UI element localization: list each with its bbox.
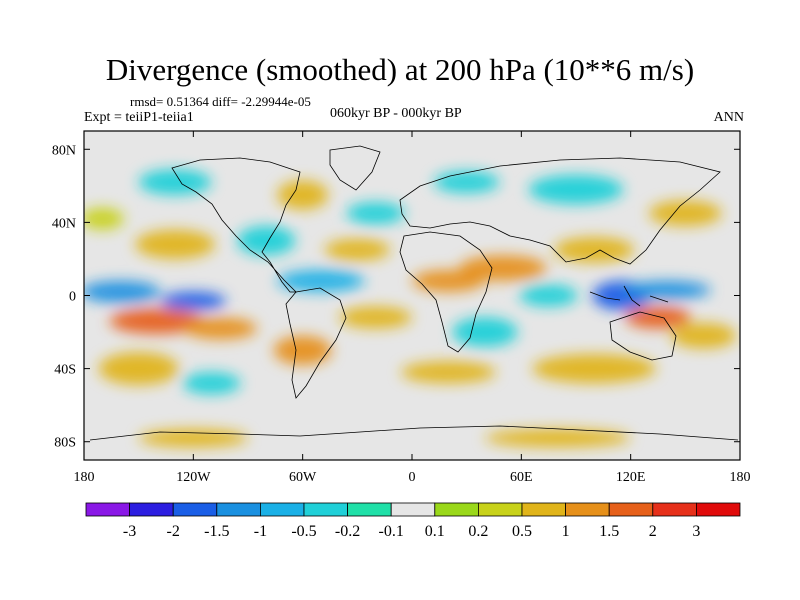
- divergence-region: [182, 372, 241, 395]
- divergence-region: [412, 269, 485, 292]
- divergence-region: [84, 207, 125, 230]
- x-tick-label: 180: [730, 470, 751, 485]
- colorbar-swatch: [390, 502, 436, 517]
- divergence-region: [98, 352, 179, 386]
- y-axis: 80N 40N 0 40S 80S: [52, 143, 740, 451]
- colorbar-label: -0.1: [379, 523, 404, 540]
- divergence-region: [528, 174, 624, 205]
- divergence-region: [135, 229, 216, 259]
- season-label: ANN: [713, 110, 744, 125]
- colorbar-swatch: [129, 502, 174, 517]
- divergence-region: [519, 284, 578, 307]
- colorbar-swatch: [521, 502, 566, 517]
- y-tick-label: 40N: [52, 216, 76, 231]
- divergence-region: [109, 308, 205, 334]
- divergence-region: [623, 280, 711, 300]
- coastlines: [89, 145, 739, 441]
- y-tick-label: 40S: [54, 363, 76, 378]
- colorbar-label: -1.5: [204, 523, 229, 540]
- divergence-region: [346, 202, 405, 225]
- y-tick-label: 80S: [54, 436, 76, 451]
- divergence-region: [648, 200, 722, 227]
- y-tick-label: 0: [69, 290, 76, 305]
- colorbar-swatch: [652, 502, 697, 517]
- colorbar-swatch: [172, 502, 218, 517]
- colorbar-label: -2: [167, 523, 180, 540]
- colorbar-label: 0.1: [425, 523, 445, 540]
- colorbar-label: -1: [254, 523, 267, 540]
- colorbar-label: 3: [692, 523, 700, 540]
- x-tick-label: 60W: [289, 470, 317, 485]
- divergence-region: [237, 226, 296, 256]
- colorbar-swatch: [434, 502, 479, 517]
- divergence-region: [277, 269, 365, 292]
- colorbar-swatch: [565, 502, 610, 517]
- colorbar-label: -3: [123, 523, 136, 540]
- divergence-region: [554, 237, 635, 263]
- colorbar-label: 0.2: [468, 523, 488, 540]
- y-tick-label: 80N: [52, 143, 76, 158]
- divergence-region: [339, 306, 412, 329]
- stats-text: rmsd= 0.51364 diff= -2.29944e-05: [130, 94, 311, 109]
- colorbar-swatch: [259, 502, 305, 517]
- colorbar-swatch: [85, 502, 130, 517]
- divergence-region: [138, 428, 248, 448]
- divergence-region: [401, 361, 496, 384]
- x-tick-label: 0: [409, 470, 416, 485]
- colorbar-label: -0.2: [335, 523, 360, 540]
- chart-title: Divergence (smoothed) at 200 hPa (10**6 …: [105, 52, 695, 87]
- divergence-region: [184, 317, 258, 340]
- x-axis: 180 120W 60W 0 60E 120E 180: [74, 131, 751, 485]
- colorbar-label: -0.5: [291, 523, 316, 540]
- colorbar-label: 0.5: [512, 523, 532, 540]
- colorbar-swatch: [608, 502, 654, 517]
- divergence-region: [277, 180, 329, 210]
- x-tick-label: 180: [74, 470, 95, 485]
- experiment-label: Expt = teiiP1-teiia1: [84, 110, 194, 125]
- divergence-field: [84, 169, 737, 448]
- divergence-region: [452, 317, 518, 347]
- divergence-region: [670, 322, 737, 349]
- divergence-region: [625, 306, 691, 329]
- colorbar-swatch: [303, 502, 348, 517]
- colorbar-label: 2: [649, 523, 657, 540]
- colorbar-swatch: [696, 502, 741, 517]
- x-tick-label: 60E: [510, 470, 533, 485]
- divergence-region: [532, 353, 657, 384]
- period-label: 060kyr BP - 000kyr BP: [330, 106, 462, 121]
- divergence-region: [273, 335, 332, 365]
- colorbar-swatch: [216, 502, 261, 517]
- x-tick-label: 120E: [616, 470, 646, 485]
- colorbar-swatch: [347, 502, 392, 517]
- divergence-region: [324, 238, 391, 261]
- colorbar: -3 -2 -1.5 -1 -0.5 -0.2 -0.1 0.1 0.2 0.5 1 1.5 2 3: [85, 502, 741, 540]
- divergence-region: [484, 428, 631, 448]
- divergence-region: [433, 171, 500, 194]
- divergence-region: [160, 291, 227, 311]
- divergence-region: [84, 280, 161, 303]
- colorbar-label: 1.5: [599, 523, 619, 540]
- divergence-region: [138, 169, 212, 195]
- x-tick-label: 120W: [176, 470, 211, 485]
- colorbar-label: 1: [562, 523, 570, 540]
- divergence-region: [459, 255, 547, 281]
- colorbar-swatch: [477, 502, 523, 517]
